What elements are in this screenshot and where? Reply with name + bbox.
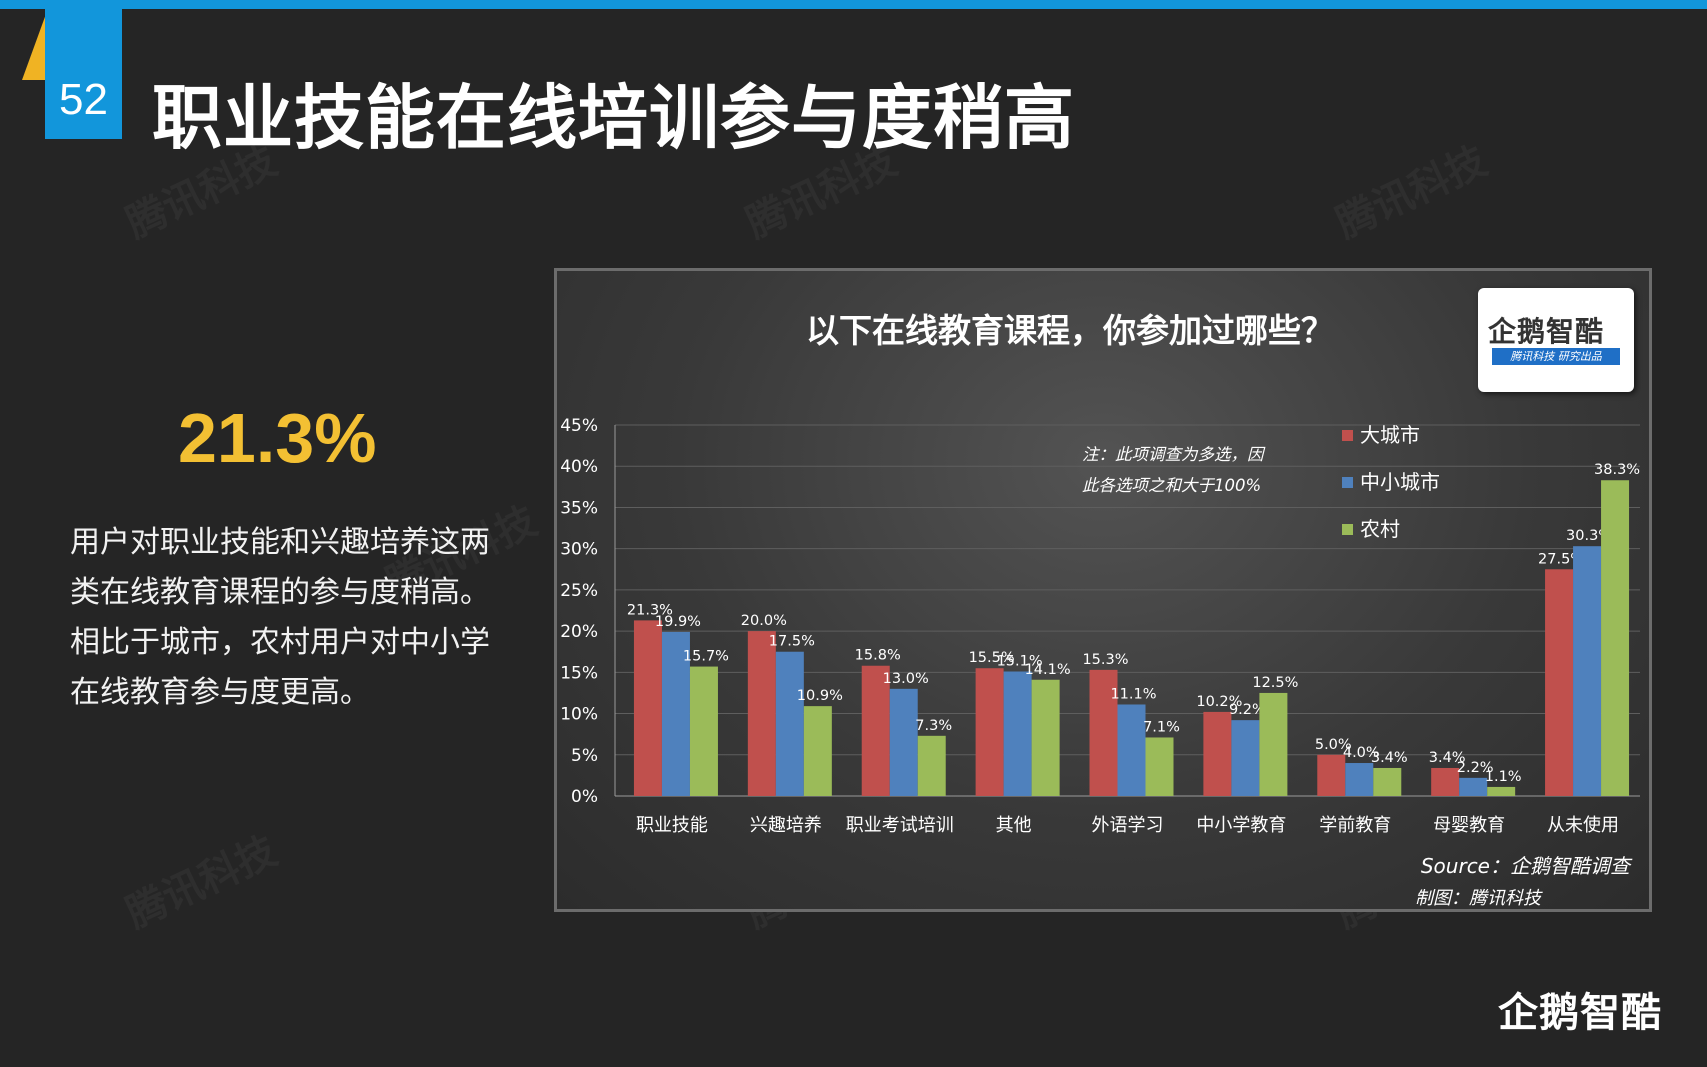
bar (803, 706, 832, 796)
data-label: 15.1% (997, 654, 1043, 670)
bar (1545, 569, 1574, 796)
data-label: 10.9% (797, 688, 843, 704)
x-tick-label: 母婴教育 (1433, 815, 1505, 836)
bar (1317, 754, 1346, 796)
x-tick-label: 兴趣培养 (750, 815, 822, 836)
data-label: 4.0% (1343, 745, 1380, 761)
data-label: 17.5% (769, 634, 815, 650)
legend-label: 农村 (1360, 517, 1400, 541)
data-label: 12.5% (1252, 675, 1298, 691)
bar (661, 631, 690, 796)
bar (1231, 720, 1260, 796)
bar (633, 620, 662, 796)
data-label: 9.2% (1229, 702, 1266, 718)
data-label: 15.7% (683, 649, 729, 665)
y-tick-label: 15% (560, 663, 598, 683)
bar (1431, 767, 1460, 796)
x-tick-label: 其他 (996, 815, 1032, 836)
bar (689, 666, 718, 796)
data-label: 10.2% (1196, 694, 1242, 710)
logo-text: 企鹅智酷 (1488, 315, 1605, 348)
bar (747, 631, 776, 796)
bar (1003, 671, 1032, 796)
data-label: 3.4% (1429, 750, 1466, 766)
data-label: 13.0% (883, 671, 929, 687)
bar (1145, 737, 1174, 796)
chart-note: 此各选项之和大于100% (1082, 476, 1261, 495)
y-tick-label: 45% (560, 416, 598, 436)
y-tick-label: 0% (571, 787, 598, 807)
data-label: 27.5% (1538, 551, 1584, 567)
brand-logo: 企鹅智酷 (1498, 990, 1662, 1036)
logo-tagline: 腾讯科技 研究出品 (1492, 348, 1620, 365)
page-number: 52 (59, 75, 108, 124)
bar (1601, 480, 1630, 796)
bar (1031, 679, 1060, 796)
bar (1573, 546, 1602, 796)
data-label: 38.3% (1594, 462, 1640, 478)
chart-source: Source：企鹅智酷调查 (1421, 854, 1633, 878)
bar (1345, 763, 1374, 796)
bar (861, 665, 890, 796)
data-label: 7.3% (915, 718, 952, 734)
y-tick-label: 40% (560, 457, 598, 477)
legend-swatch (1342, 477, 1353, 488)
legend-swatch (1342, 524, 1353, 535)
bar (1259, 692, 1288, 796)
chart-credit: 制图：腾讯科技 (1415, 888, 1543, 909)
bar (917, 735, 946, 796)
x-tick-label: 从未使用 (1547, 815, 1619, 836)
bar (1117, 704, 1146, 796)
top-accent-bar (0, 0, 1707, 9)
y-tick-label: 5% (571, 746, 598, 766)
data-label: 14.1% (1025, 662, 1071, 678)
chart-title: 以下在线教育课程，你参加过哪些？ (806, 311, 1334, 350)
highlight-value: 21.3% (178, 399, 377, 477)
data-label: 11.1% (1110, 686, 1156, 702)
bar (1373, 767, 1402, 796)
data-label: 19.9% (655, 614, 701, 630)
chart-note: 注：此项调查为多选，因 (1082, 445, 1266, 464)
data-label: 15.8% (855, 648, 901, 664)
legend-label: 中小城市 (1360, 470, 1440, 494)
x-tick-label: 学前教育 (1319, 815, 1391, 836)
data-label: 21.3% (627, 602, 673, 618)
y-tick-label: 25% (560, 581, 598, 601)
page-number-badge: 52 (45, 9, 122, 139)
data-label: 3.4% (1371, 750, 1408, 766)
bar (975, 668, 1004, 796)
x-tick-label: 职业技能 (636, 815, 708, 836)
legend-swatch (1342, 430, 1353, 441)
y-tick-label: 10% (560, 705, 598, 725)
y-tick-label: 20% (560, 622, 598, 642)
bar (1459, 777, 1488, 796)
legend-label: 大城市 (1360, 423, 1420, 447)
bar (1487, 786, 1516, 796)
bar (889, 688, 918, 796)
data-label: 1.1% (1485, 769, 1522, 785)
data-label: 15.3% (1082, 652, 1128, 668)
data-label: 30.3% (1566, 528, 1612, 544)
highlight-description: 用户对职业技能和兴趣培养这两类在线教育课程的参与度稍高。相比于城市，农村用户对中… (70, 525, 490, 710)
x-tick-label: 中小学教育 (1196, 815, 1286, 836)
logo-card: 企鹅智酷 腾讯科技 研究出品 (1478, 288, 1634, 392)
bar (1203, 711, 1232, 796)
data-label: 5.0% (1315, 737, 1352, 753)
y-tick-label: 35% (560, 498, 598, 518)
accent-tab (22, 14, 46, 80)
x-tick-label: 职业考试培训 (846, 815, 954, 836)
data-label: 15.5% (969, 650, 1015, 666)
page-title: 职业技能在线培训参与度稍高 (152, 77, 1075, 159)
bar (1089, 669, 1118, 796)
data-label: 20.0% (741, 613, 787, 629)
y-tick-label: 30% (560, 540, 598, 560)
bar (775, 651, 804, 796)
data-label: 7.1% (1143, 719, 1180, 735)
x-tick-label: 外语学习 (1092, 815, 1164, 836)
data-label: 2.2% (1457, 760, 1494, 776)
